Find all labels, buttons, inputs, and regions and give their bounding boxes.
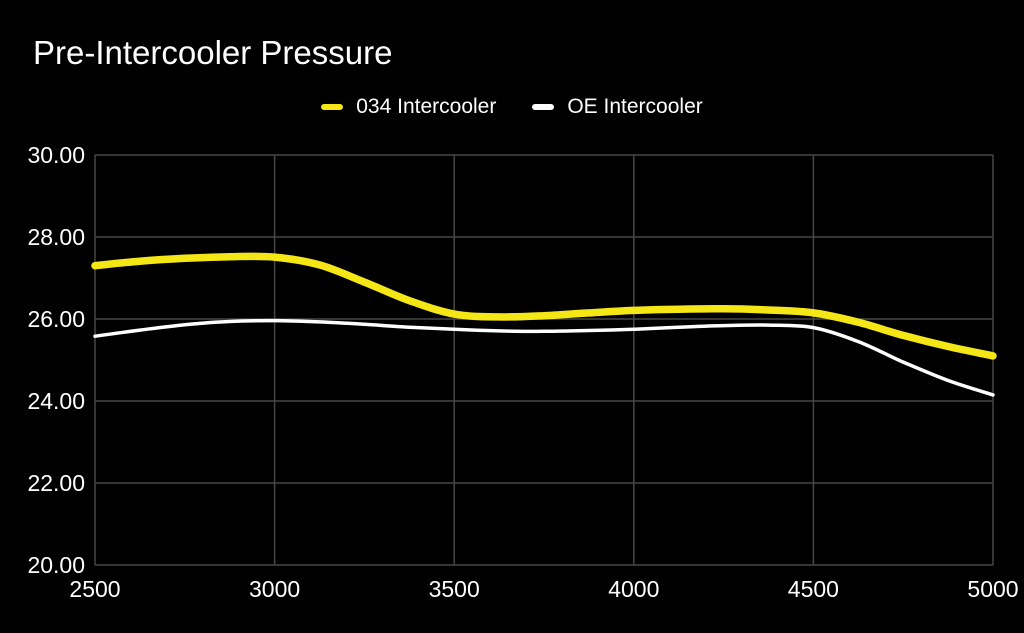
legend-item-034-intercooler: 034 Intercooler	[321, 95, 496, 119]
x-tick-label: 4000	[608, 576, 660, 602]
x-tick-label: 2500	[69, 576, 121, 602]
y-tick-label: 24.00	[27, 388, 85, 414]
y-tick-label: 20.00	[27, 552, 85, 578]
x-tick-label: 5000	[967, 576, 1019, 602]
legend-item-oe-intercooler: OE Intercooler	[532, 95, 703, 119]
x-tick-label: 4500	[787, 576, 839, 602]
series-line-034-intercooler	[91, 252, 997, 360]
y-tick-label: 22.00	[27, 470, 85, 496]
x-tick-label: 3000	[249, 576, 301, 602]
series-line-oe-intercooler	[93, 318, 995, 397]
y-tick-label: 28.00	[27, 224, 85, 250]
legend-label: 034 Intercooler	[356, 95, 497, 118]
chart-title: Pre-Intercooler Pressure	[33, 34, 393, 71]
y-tick-label: 30.00	[27, 142, 85, 168]
y-tick-label: 26.00	[27, 306, 85, 332]
legend-label: OE Intercooler	[567, 95, 703, 118]
x-tick-label: 3500	[428, 576, 480, 602]
legend: 034 Intercooler OE Intercooler	[0, 95, 1024, 119]
legend-swatch-white-icon	[532, 104, 555, 110]
legend-swatch-yellow-icon	[321, 104, 344, 110]
